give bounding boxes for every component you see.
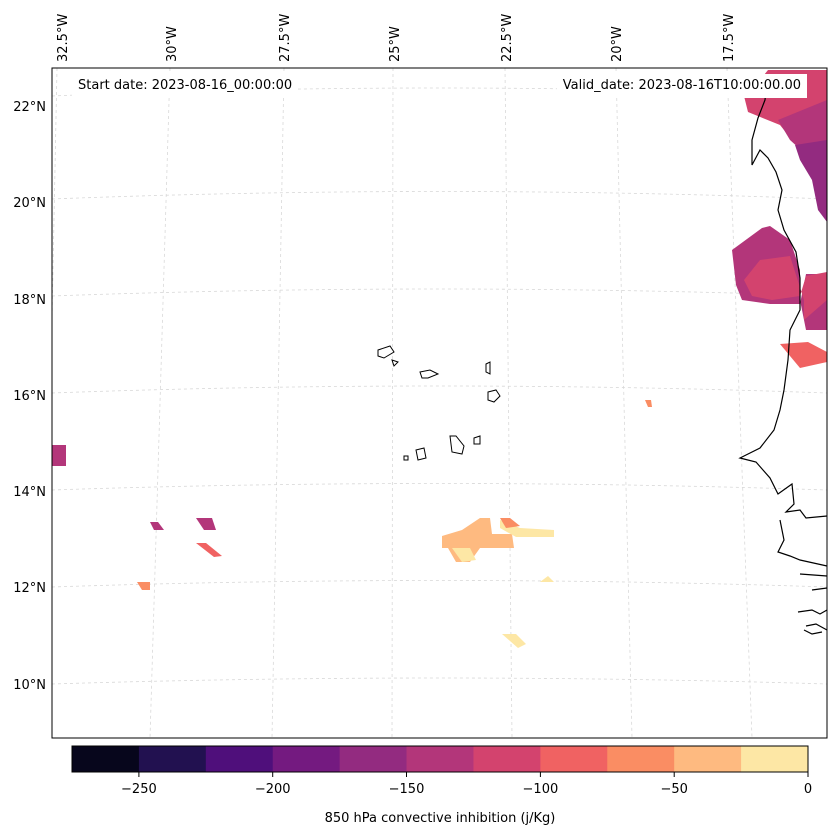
lon-label: 17.5°W [722,14,737,62]
colorbar-tick-label: −100 [523,782,559,797]
lat-label: 10°N [13,678,46,693]
colorbar-bin [72,746,140,772]
lon-label: 25°W [388,26,403,62]
colorbar-tick-labels: −250 −200 −150 −100 −50 0 [121,782,812,797]
colorbar-title: 850 hPa convective inhibition (j/Kg) [325,811,556,826]
cin-field-c-e [540,576,554,582]
lon-label: 22.5°W [500,14,515,62]
colorbar-bin [607,746,675,772]
lat-label: 22°N [13,100,46,115]
cin-field-s-b [196,518,216,530]
lon-label: 32.5°W [56,14,71,62]
cin-field-w [52,445,66,466]
cin-field-s-c [196,543,222,557]
longitude-labels: 32.5°W 30°W 27.5°W 25°W 22.5°W 20°W 17.5… [56,14,737,62]
colorbar-bin [674,746,742,772]
colorbar-bin [540,746,608,772]
cape-verde-islands [377,345,501,461]
valid-date-label: Valid_date: 2023-08-16T10:00:00.00 [556,74,807,98]
cin-field-c-c [500,520,554,537]
colorbar-bins [72,746,809,772]
colorbar-bin [272,746,341,772]
colorbar-bin [473,746,541,772]
colorbar-bin [205,746,274,772]
lon-label: 27.5°W [278,14,293,62]
lat-label: 12°N [13,581,46,596]
colorbar-bin [406,746,474,772]
cin-field-s-e [645,400,652,407]
lon-label: 20°W [610,26,625,62]
start-date-label: Start date: 2023-08-16_00:00:00 [72,74,299,98]
lat-label: 16°N [13,389,46,404]
cin-field-s-a [150,522,164,530]
latitude-labels: 22°N 20°N 18°N 16°N 14°N 12°N 10°N [13,100,46,693]
colorbar-bin [741,746,809,772]
cin-field-c-b [452,548,476,562]
cin-field-c-f [502,634,526,648]
lat-label: 20°N [13,196,46,211]
colorbar-tick-label: −50 [660,782,687,797]
colorbar-tick-label: −250 [121,782,157,797]
colorbar-frame [71,745,809,773]
cin-field-s-d [137,582,150,590]
colorbar-tick-label: −200 [255,782,291,797]
cin-field-e-c [780,342,827,368]
colorbar-tick-label: −150 [389,782,425,797]
map-frame [51,67,828,739]
colorbar: −250 −200 −150 −100 −50 0 850 hPa convec… [71,745,812,826]
lat-label: 14°N [13,485,46,500]
colorbar-bin [138,746,207,772]
lon-label: 30°W [165,26,180,62]
colorbar-tick-label: 0 [804,782,812,797]
graticule [51,67,828,739]
cin-field-ne-c [795,140,827,222]
cin-field-c-d [500,518,520,528]
cin-fields [52,70,827,648]
lat-label: 18°N [13,293,46,308]
colorbar-bin [339,746,408,772]
colorbar-ticks [138,772,809,777]
cin-field-e-b [744,256,827,320]
coastline [738,79,828,635]
